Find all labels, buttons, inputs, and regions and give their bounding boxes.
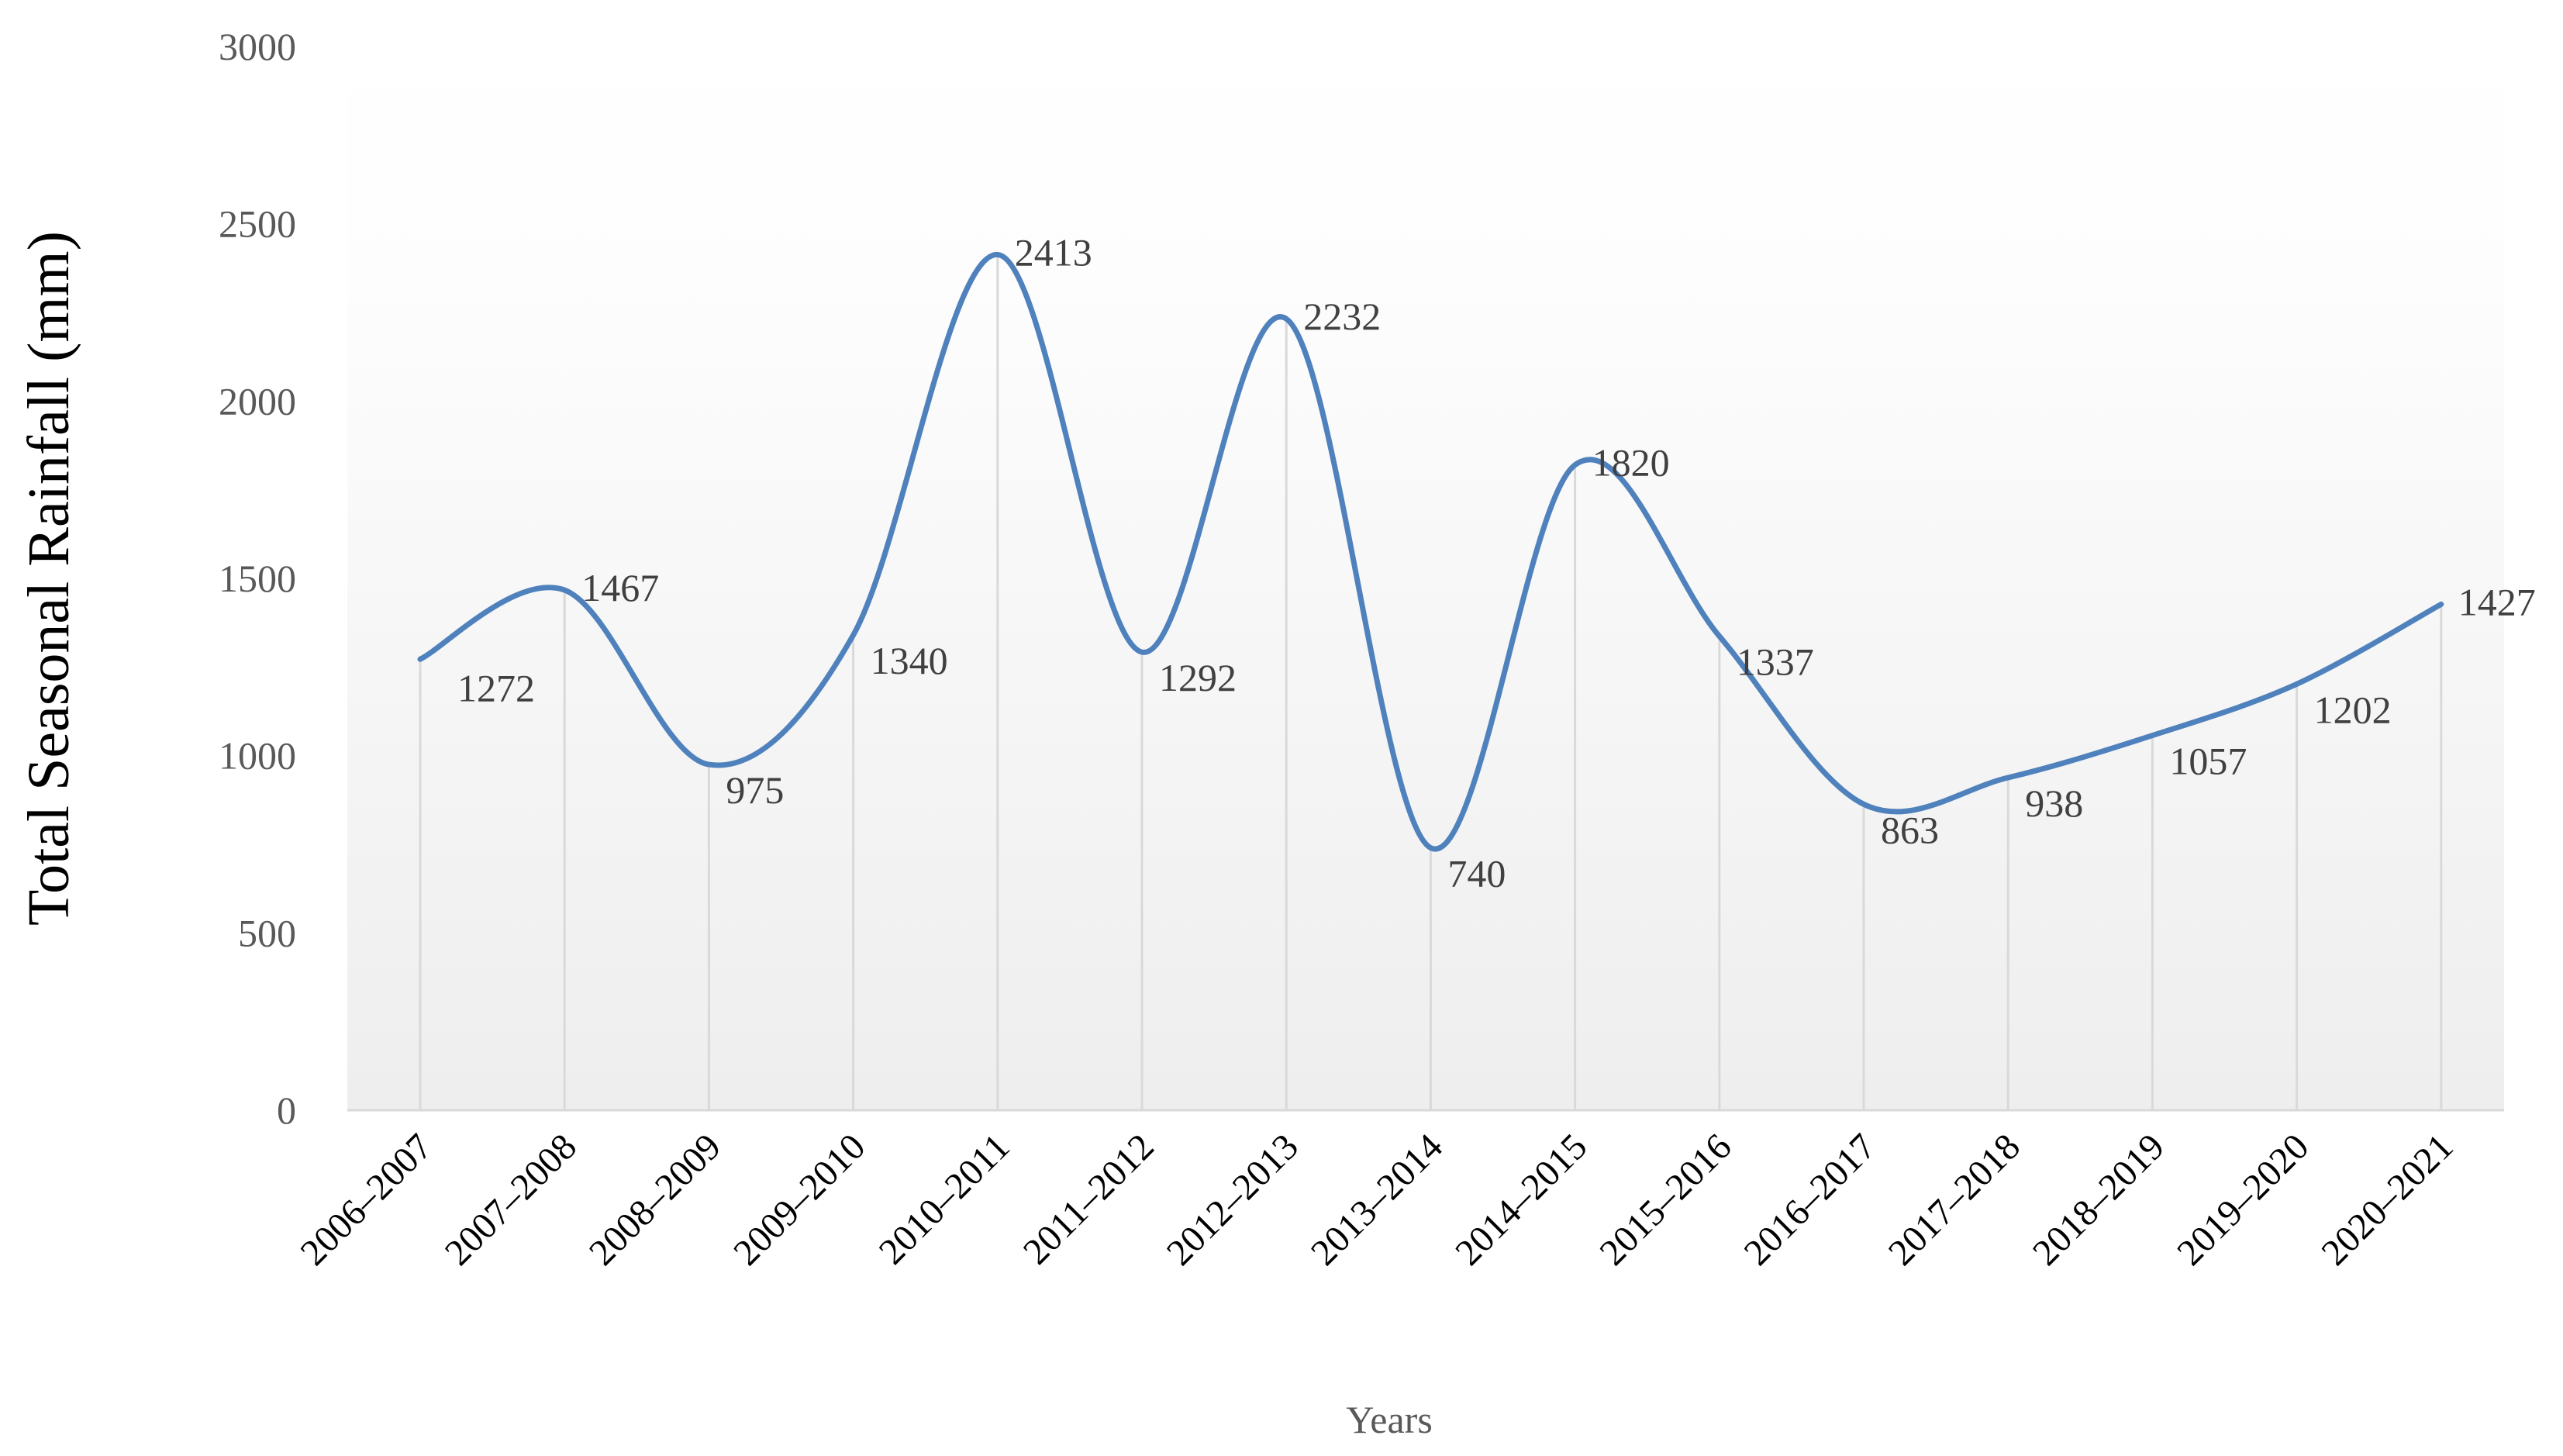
drop-lines bbox=[419, 254, 2443, 1110]
x-tick-label: 2017–2018 bbox=[1881, 1126, 2028, 1273]
y-tick-label: 1500 bbox=[219, 557, 296, 600]
y-tick-label: 2000 bbox=[219, 379, 296, 423]
data-label: 1202 bbox=[2314, 688, 2392, 731]
data-label: 2413 bbox=[1015, 230, 1092, 274]
data-label: 1272 bbox=[457, 666, 535, 709]
x-tick-label: 2006–2007 bbox=[293, 1126, 440, 1273]
data-label: 1337 bbox=[1737, 640, 1814, 684]
data-label: 863 bbox=[1881, 808, 1939, 851]
x-tick-label: 2019–2020 bbox=[2169, 1126, 2316, 1273]
data-label: 1292 bbox=[1159, 656, 1237, 699]
x-tick-label: 2011–2012 bbox=[1016, 1126, 1162, 1272]
x-tick-label: 2015–2016 bbox=[1592, 1126, 1739, 1273]
x-axis-title: Years bbox=[1346, 1398, 1433, 1441]
plot-background bbox=[347, 47, 2504, 1110]
x-tick-label: 2007–2008 bbox=[437, 1126, 585, 1273]
data-label: 938 bbox=[2025, 781, 2083, 825]
data-label: 1467 bbox=[581, 566, 659, 609]
y-tick-label: 3000 bbox=[219, 25, 296, 68]
x-tick-label: 2010–2011 bbox=[871, 1126, 1018, 1272]
data-label: 1427 bbox=[2458, 580, 2536, 623]
x-tick-label: 2016–2017 bbox=[1737, 1126, 1884, 1273]
x-tick-labels: 2006–20072007–20082008–20092009–20102010… bbox=[293, 1126, 2461, 1273]
data-label: 1057 bbox=[2169, 740, 2247, 783]
x-tick-label: 2008–2009 bbox=[581, 1126, 729, 1273]
data-labels: 1272 1467 975 1340 2413 1292 2232 740 1820 1337 86… bbox=[457, 230, 2536, 895]
data-label: 1340 bbox=[871, 639, 948, 682]
y-tick-label: 1000 bbox=[219, 734, 296, 778]
x-tick-label: 2020–2021 bbox=[2313, 1126, 2461, 1273]
x-tick-label: 2013–2014 bbox=[1303, 1126, 1451, 1273]
data-label: 740 bbox=[1447, 852, 1506, 895]
data-label: 2232 bbox=[1303, 295, 1381, 338]
data-label: 1820 bbox=[1592, 441, 1670, 485]
y-tick-label: 500 bbox=[238, 911, 296, 954]
x-tick-label: 2009–2010 bbox=[726, 1126, 873, 1273]
x-tick-label: 2014–2015 bbox=[1447, 1126, 1595, 1273]
data-label: 975 bbox=[726, 768, 784, 812]
y-tick-label: 0 bbox=[277, 1089, 296, 1132]
rainfall-series-line bbox=[417, 251, 2444, 852]
y-tick-label: 2500 bbox=[219, 202, 296, 246]
y-tick-labels: 0 500 1000 1500 2000 2500 3000 bbox=[219, 25, 296, 1132]
x-tick-label: 2012–2013 bbox=[1159, 1126, 1306, 1273]
y-axis-title: Total Seasonal Rainfall (mm) bbox=[16, 231, 81, 926]
x-tick-label: 2018–2019 bbox=[2025, 1126, 2172, 1273]
